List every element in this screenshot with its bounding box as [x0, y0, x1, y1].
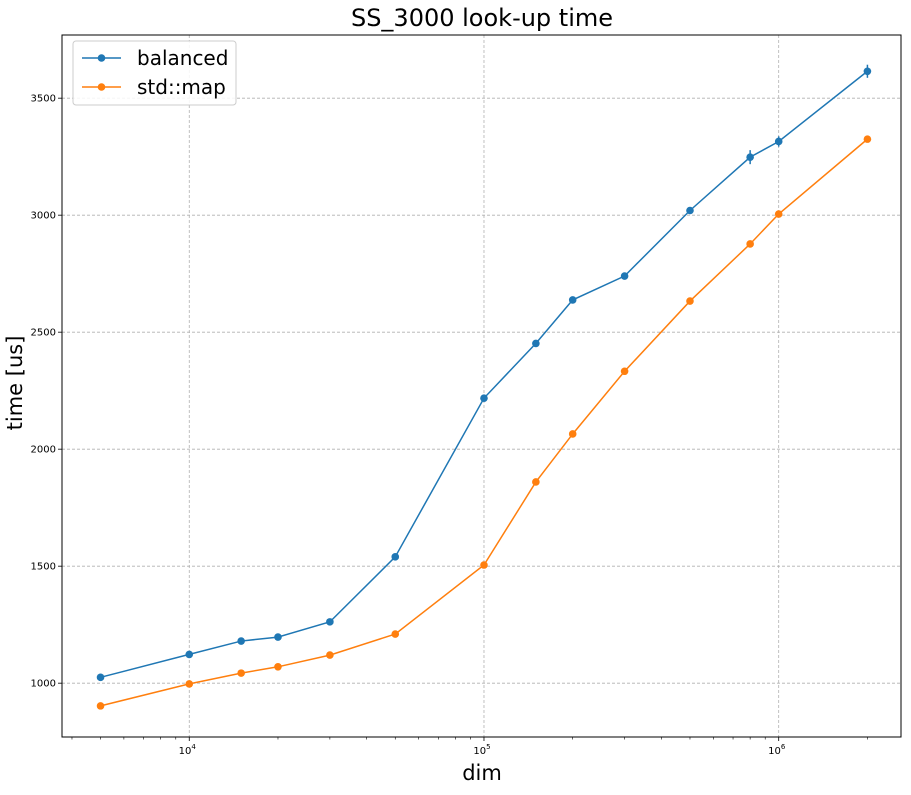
data-point	[185, 650, 194, 659]
data-point	[480, 561, 488, 569]
data-point	[237, 669, 245, 677]
data-point	[686, 297, 694, 305]
data-point	[568, 296, 577, 304]
data-point	[746, 240, 754, 248]
data-point	[774, 210, 783, 218]
data-point	[274, 663, 282, 671]
data-point	[326, 651, 334, 659]
data-point	[863, 135, 872, 143]
legend-marker	[97, 83, 106, 91]
data-point	[620, 272, 629, 280]
y-axis-label: time [us]	[3, 336, 27, 431]
x-tick-exponent: 5	[486, 743, 490, 751]
legend-box	[72, 40, 237, 106]
x-tick-label: 105	[473, 743, 490, 757]
grid-lines	[62, 35, 901, 737]
data-point	[620, 367, 629, 376]
data-point	[391, 630, 400, 638]
x-tick-exponent: 4	[191, 743, 196, 751]
data-point	[686, 206, 694, 215]
data-point	[185, 680, 194, 688]
y-tick-label: 3500	[31, 94, 56, 105]
data-point	[774, 137, 783, 146]
data-point	[96, 673, 105, 682]
x-tick-label: 106	[768, 743, 786, 757]
x-tick-exponent: 6	[781, 743, 786, 751]
x-tick-base: 10	[768, 746, 781, 757]
data-point	[326, 618, 334, 626]
x-axis-label: dim	[462, 761, 502, 785]
data-point	[532, 478, 540, 486]
y-tick-label: 3000	[31, 211, 56, 222]
data-point	[237, 637, 245, 645]
x-tick-base: 10	[473, 746, 486, 757]
data-point	[863, 67, 872, 76]
series-line	[100, 70, 868, 679]
data-point	[480, 394, 488, 402]
data-point	[96, 702, 105, 710]
legend-label: std::map	[137, 75, 226, 99]
series-0	[96, 64, 872, 682]
y-tick-label: 2000	[31, 445, 56, 456]
data-point	[274, 633, 282, 641]
data-point	[568, 430, 577, 438]
chart-title: SS_3000 look-up time	[351, 4, 613, 32]
data-point	[746, 153, 754, 161]
series-1	[96, 135, 872, 710]
data-point	[391, 553, 400, 561]
data-point	[532, 339, 540, 348]
legend-label: balanced	[137, 46, 228, 70]
x-tick-label: 104	[179, 743, 197, 757]
y-tick-label: 1500	[31, 562, 56, 573]
y-tick-label: 2500	[31, 328, 56, 339]
y-tick-label: 1000	[31, 679, 56, 690]
series-layer	[96, 64, 872, 710]
plot-area-frame	[61, 34, 902, 738]
legend-marker	[97, 54, 106, 62]
x-tick-base: 10	[179, 746, 192, 757]
series-line	[100, 138, 868, 707]
